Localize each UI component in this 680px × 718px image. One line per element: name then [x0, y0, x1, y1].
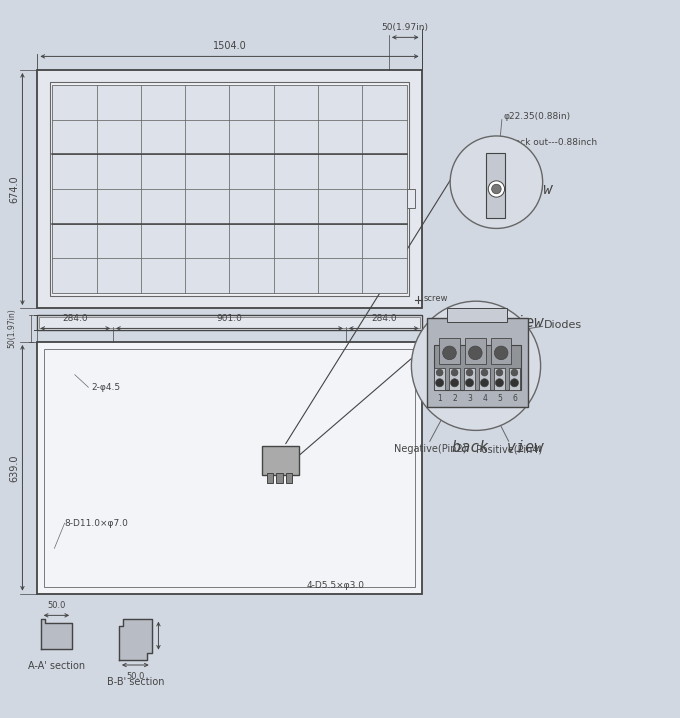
Bar	[37, 70, 422, 308]
Text: 50.0: 50.0	[47, 601, 66, 610]
Circle shape	[481, 369, 488, 376]
Bar	[286, 473, 292, 482]
Circle shape	[469, 346, 482, 360]
Text: 50.0: 50.0	[126, 672, 145, 681]
Text: 674.0: 674.0	[9, 175, 19, 202]
Text: A-A' section: A-A' section	[28, 661, 85, 671]
Bar	[479, 368, 490, 390]
Circle shape	[488, 181, 505, 197]
Text: 6: 6	[512, 394, 517, 404]
Text: front  view: front view	[452, 182, 553, 197]
Circle shape	[495, 378, 503, 387]
Text: 4: 4	[482, 394, 488, 404]
Text: 5: 5	[497, 394, 503, 404]
Bar	[465, 338, 486, 364]
Bar	[37, 342, 422, 594]
Circle shape	[465, 378, 473, 387]
Bar	[44, 349, 415, 587]
Text: 3: 3	[467, 394, 473, 404]
Circle shape	[510, 378, 518, 387]
Circle shape	[492, 185, 501, 194]
Circle shape	[466, 369, 473, 376]
Text: 50(1.97in): 50(1.97in)	[7, 309, 17, 348]
Bar	[434, 368, 445, 390]
Text: Diodes: Diodes	[544, 320, 582, 330]
Bar	[52, 85, 407, 293]
Bar	[262, 446, 299, 475]
Bar	[50, 83, 409, 296]
Circle shape	[437, 369, 443, 376]
Text: 50(1.97in): 50(1.97in)	[381, 23, 429, 32]
Text: 284.0: 284.0	[63, 314, 88, 323]
Circle shape	[511, 369, 517, 376]
Circle shape	[494, 346, 508, 360]
Circle shape	[496, 369, 503, 376]
Bar	[37, 314, 422, 330]
Bar	[449, 368, 460, 390]
Text: 1: 1	[438, 394, 442, 404]
Bar	[464, 368, 475, 390]
Bar	[447, 308, 507, 322]
Bar	[434, 345, 521, 390]
Text: 8-D11.0×φ7.0: 8-D11.0×φ7.0	[65, 518, 129, 528]
Bar	[427, 318, 528, 406]
Bar	[39, 317, 420, 327]
Circle shape	[480, 378, 488, 387]
Text: φ22.35(0.88in): φ22.35(0.88in)	[503, 113, 571, 121]
Text: back  view: back view	[452, 440, 543, 455]
Circle shape	[452, 369, 458, 376]
Circle shape	[450, 378, 458, 387]
Text: side  view: side view	[452, 314, 543, 330]
Text: 2: 2	[453, 394, 457, 404]
Circle shape	[411, 301, 541, 430]
Bar	[494, 368, 505, 390]
Bar	[267, 473, 273, 482]
Text: screw: screw	[424, 294, 448, 303]
Bar	[407, 189, 415, 208]
Text: 284.0: 284.0	[371, 314, 396, 323]
Bar	[276, 473, 283, 482]
Text: Negative(Pin2): Negative(Pin2)	[394, 444, 466, 454]
Circle shape	[435, 378, 443, 387]
Text: Knock out---0.88inch: Knock out---0.88inch	[503, 139, 597, 147]
Text: 4-D5.5×φ3.0: 4-D5.5×φ3.0	[306, 581, 364, 590]
Bar	[439, 338, 460, 364]
Polygon shape	[119, 619, 152, 660]
Bar	[486, 153, 505, 218]
Polygon shape	[41, 619, 72, 648]
Text: 2-φ4.5: 2-φ4.5	[92, 383, 121, 392]
Circle shape	[443, 346, 456, 360]
Circle shape	[450, 136, 543, 228]
Text: 30.0: 30.0	[146, 626, 155, 645]
Bar	[509, 368, 520, 390]
Text: 1504.0: 1504.0	[213, 41, 246, 51]
Text: B-B' section: B-B' section	[107, 676, 164, 686]
Text: Positive(Pin4): Positive(Pin4)	[475, 444, 542, 454]
Text: 901.0: 901.0	[216, 314, 243, 323]
Bar	[491, 338, 511, 364]
Text: 639.0: 639.0	[9, 454, 19, 482]
